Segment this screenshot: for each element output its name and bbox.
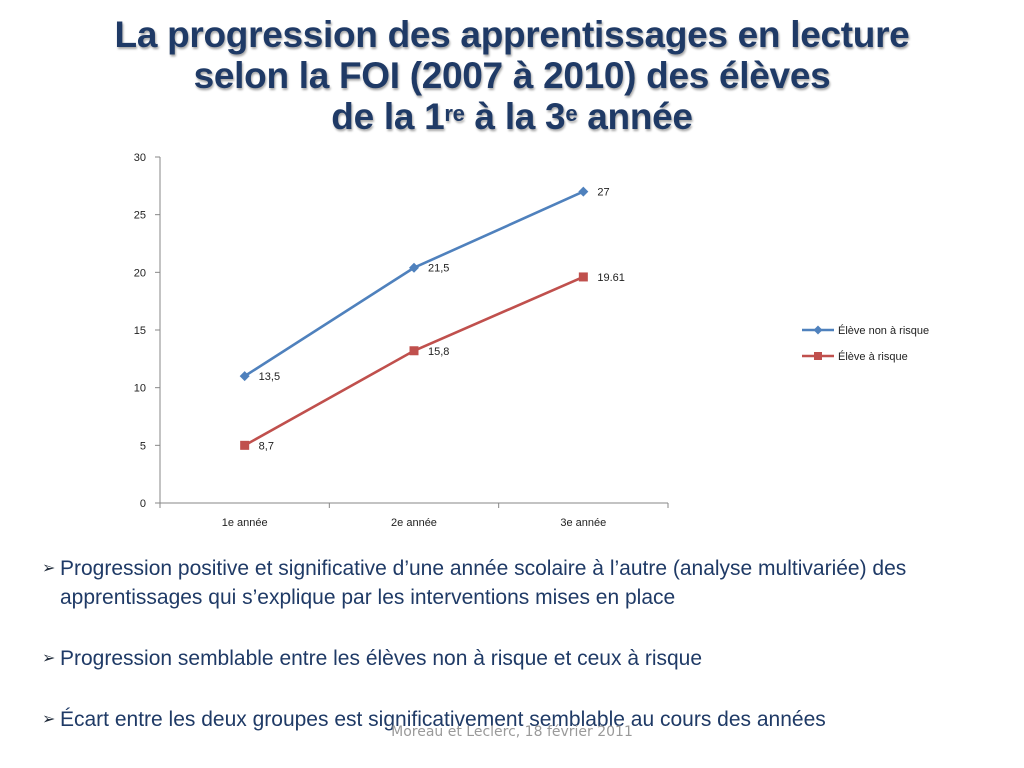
y-tick-label: 25 <box>134 210 146 222</box>
y-tick-label: 15 <box>134 325 146 337</box>
legend-diamond-icon <box>813 325 823 335</box>
x-tick-label: 2e année <box>391 517 437 529</box>
arrow-bullet-icon: ➢ <box>42 650 56 667</box>
bullet-text: Écart entre les deux groupes est signifi… <box>60 708 826 731</box>
legend-square-icon <box>814 352 822 360</box>
x-tick-label: 3e année <box>560 517 606 529</box>
x-tick-label: 1e année <box>222 517 268 529</box>
y-tick-label: 5 <box>140 440 146 452</box>
data-label: 15,8 <box>428 346 449 358</box>
slide-title: La progression des apprentissages en lec… <box>0 14 1024 137</box>
footer-citation: Moreau et Leclerc, 18 février 2011 <box>391 724 633 740</box>
title-line-3: de la 1re à la 3e année <box>0 96 1024 137</box>
y-tick-label: 0 <box>140 498 146 510</box>
data-point-square <box>240 440 250 450</box>
data-label: 8,7 <box>259 440 274 452</box>
bullet-list: ➢ Progression positive et significative … <box>42 554 1012 734</box>
bullet-item: ➢ Progression positive et significative … <box>42 554 1012 612</box>
title-line-3-post: année <box>577 96 693 137</box>
arrow-bullet-icon: ➢ <box>42 711 56 728</box>
data-point-square <box>578 272 588 282</box>
title-sup-re: re <box>444 101 465 126</box>
data-label: 19.61 <box>597 272 625 284</box>
legend-item: Élève à risque <box>802 350 908 363</box>
title-line-3-mid: à la 3 <box>464 96 566 137</box>
data-label: 27 <box>597 187 609 199</box>
series-1: 13,5 21,5 27 <box>239 186 610 383</box>
legend-label: Élève non à risque <box>838 324 929 337</box>
bullet-text: Progression positive et significative d’… <box>60 557 907 609</box>
data-label: 13,5 <box>259 371 280 383</box>
data-point-diamond <box>239 371 250 382</box>
title-sup-e: e <box>565 101 578 126</box>
data-label: 21,5 <box>428 263 449 275</box>
data-point-diamond <box>578 186 589 197</box>
bullet-item: ➢ Progression semblable entre les élèves… <box>42 644 1012 673</box>
bullet-text: Progression semblable entre les élèves n… <box>60 647 703 670</box>
data-point-diamond <box>409 262 419 273</box>
y-tick-label: 30 <box>134 152 146 164</box>
legend-label: Élève à risque <box>838 350 908 363</box>
arrow-bullet-icon: ➢ <box>42 560 56 577</box>
series-line <box>244 275 584 447</box>
bullet-item: ➢ Écart entre les deux groupes est signi… <box>42 705 1012 734</box>
series-2: 8,7 15,8 19.61 <box>240 272 625 452</box>
y-tick-label: 10 <box>134 383 146 395</box>
y-tick-label: 20 <box>134 267 146 279</box>
legend-item: Élève non à risque <box>802 324 929 337</box>
title-line-3-pre: de la 1 <box>331 96 445 137</box>
line-chart: 0 5 10 15 20 25 30 1e année 2e année 3e année 13,5… <box>134 152 929 529</box>
data-point-square <box>409 346 419 356</box>
title-line-2: selon la FOI (2007 à 2010) des élèves <box>193 55 831 96</box>
title-line-1: La progression des apprentissages en lec… <box>114 14 910 55</box>
